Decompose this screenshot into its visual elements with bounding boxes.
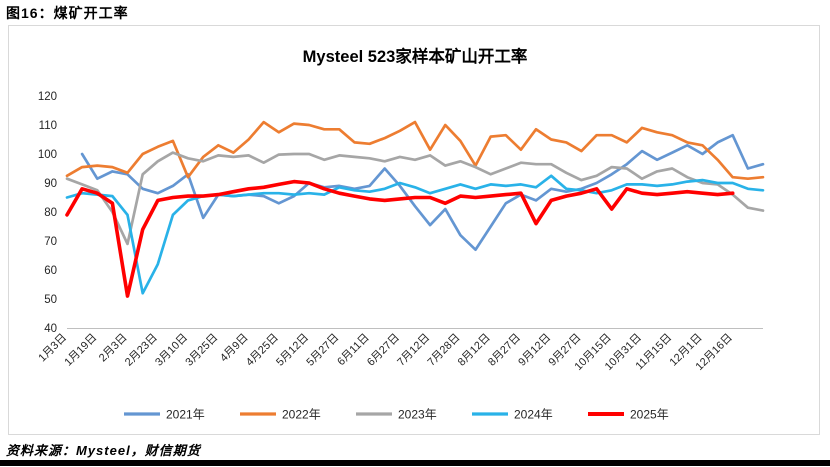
- y-axis-tick-label: 40: [44, 323, 57, 335]
- legend-label: 2025年: [630, 408, 669, 422]
- legend-item-2024: 2024年: [472, 408, 553, 422]
- legend-label: 2023年: [398, 408, 437, 422]
- series-line-2022: [65, 120, 765, 181]
- legend-item-2021: 2021年: [124, 408, 205, 422]
- x-axis-tick-label: 7月28日: [425, 332, 462, 369]
- legend-label: 2022年: [282, 408, 321, 422]
- y-axis-tick-label: 90: [44, 178, 57, 190]
- y-axis-tick-label: 110: [39, 120, 57, 132]
- legend-item-2025: 2025年: [588, 408, 669, 422]
- bottom-rule: [0, 460, 830, 466]
- x-axis-tick-label: 6月27日: [365, 332, 402, 369]
- source-note: 资料来源：Mysteel，财信期货: [6, 443, 201, 458]
- x-axis-tick-label: 8月12日: [456, 332, 493, 369]
- x-axis-tick-label: 1月19日: [62, 332, 99, 369]
- legend-label: 2021年: [166, 408, 205, 422]
- x-axis-tick-label: 5月27日: [304, 332, 341, 369]
- legend-item-2023: 2023年: [356, 408, 437, 422]
- x-axis-tick-label: 3月10日: [153, 332, 190, 369]
- y-axis-tick-label: 100: [38, 149, 57, 161]
- x-axis-tick-label: 4月25日: [244, 332, 281, 369]
- x-axis-tick-label: 3月25日: [183, 332, 220, 369]
- chart-frame: Mysteel 523家样本矿山开工率 120 110 100 90 80 70 60 50 40…: [8, 25, 820, 435]
- x-axis-tick-label: 7月12日: [395, 332, 432, 369]
- figure-caption: 图16：煤矿开工率: [6, 5, 129, 21]
- y-axis-tick-label: 80: [44, 207, 57, 219]
- x-axis-tick-label: 8月27日: [486, 332, 523, 369]
- series-line-2025: [65, 179, 735, 298]
- chart-title: Mysteel 523家样本矿山开工率: [303, 46, 528, 66]
- line-chart: Mysteel 523家样本矿山开工率 120 110 100 90 80 70 60 50 40…: [36, 46, 765, 422]
- legend-item-2022: 2022年: [240, 408, 321, 422]
- y-axis-tick-label: 120: [38, 91, 57, 103]
- y-axis-tick-label: 50: [44, 294, 57, 306]
- x-axis-tick-label: 9月12日: [516, 332, 553, 369]
- series-line-2024: [65, 174, 765, 295]
- x-axis-tick-label: 5月12日: [274, 332, 311, 369]
- y-axis-tick-label: 70: [44, 236, 57, 248]
- legend-label: 2024年: [514, 408, 553, 422]
- series-line-2023: [65, 151, 765, 246]
- y-axis-tick-label: 60: [44, 265, 57, 277]
- x-axis-tick-label: 2月23日: [123, 332, 160, 369]
